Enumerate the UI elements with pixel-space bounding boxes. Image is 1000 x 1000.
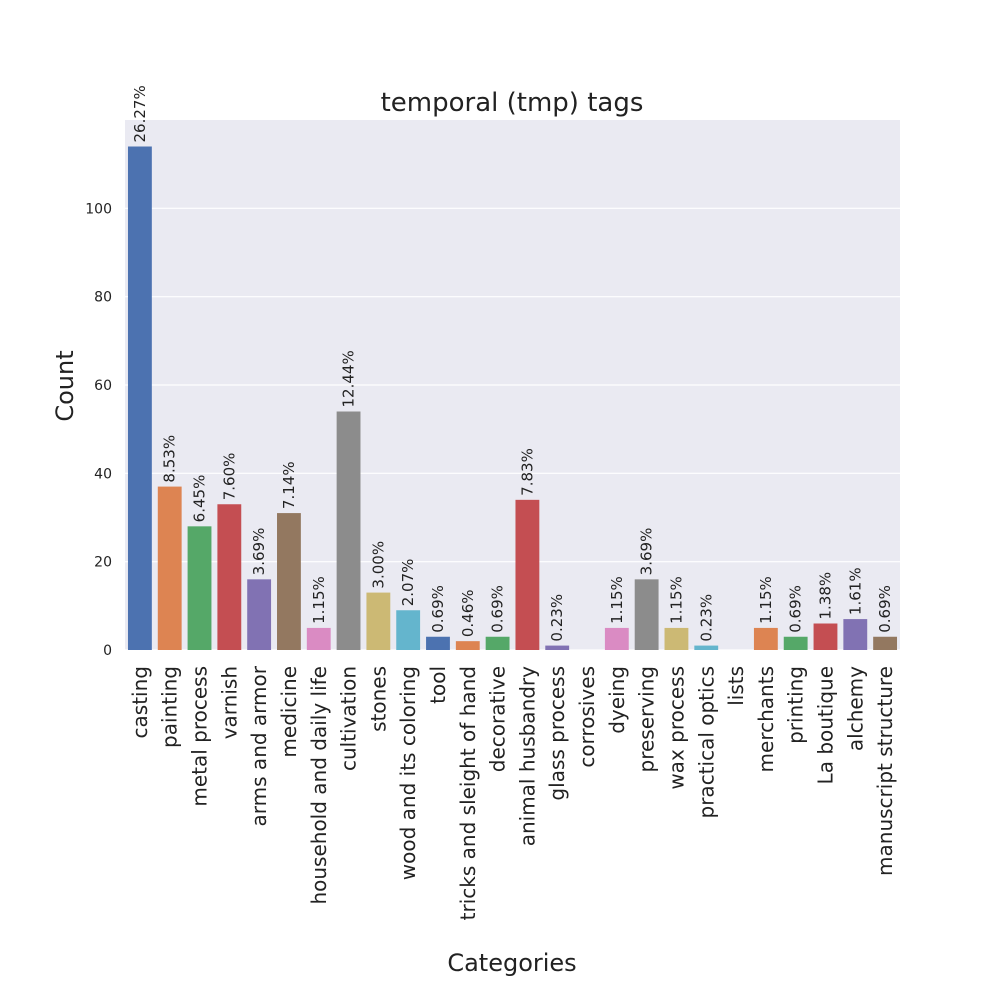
x-tick-label: tricks and sleight of hand (456, 666, 480, 920)
data-label: 1.15% (608, 576, 626, 624)
bar-household-and-daily-life (306, 627, 331, 650)
bar-practical-optics (694, 645, 719, 650)
data-label: 12.44% (340, 350, 358, 407)
x-tick-label: household and daily life (307, 666, 331, 905)
data-label: 6.45% (191, 475, 209, 523)
data-labels: 26.27% 8.53% 6.45% 7.60% 3.69% 7.14% 1.15% 12.4… (131, 85, 894, 641)
bar-tool (426, 636, 450, 650)
y-axis-label: Count (51, 350, 79, 421)
x-tick-label: casting (128, 666, 152, 738)
bar-dyeing (604, 627, 629, 650)
x-tick-label: medicine (277, 666, 301, 758)
x-tick-label: preserving (635, 666, 659, 773)
x-tick-label: manuscript structure (873, 666, 897, 876)
bar-cultivation (336, 411, 361, 650)
x-tick-label: corrosives (575, 666, 599, 768)
data-label: 3.00% (369, 541, 387, 589)
data-label: 1.15% (757, 576, 775, 624)
x-tick-label: alchemy (843, 666, 867, 751)
data-label: 0.69% (489, 585, 507, 633)
y-tick-label: 0 (103, 643, 112, 659)
y-tick-label: 100 (85, 201, 112, 217)
bar-wood-and-its-coloring (396, 610, 421, 650)
x-tick-labels: casting painting metal process varnish arms … (128, 665, 897, 920)
bar-preserving (634, 579, 659, 650)
data-label: 7.60% (220, 453, 238, 501)
x-axis-label: Categories (447, 949, 576, 977)
data-label: 0.23% (548, 594, 566, 642)
data-label: 3.69% (638, 528, 656, 576)
bar-wax-process (664, 627, 689, 650)
data-label: 1.15% (667, 576, 685, 624)
bar-medicine (277, 513, 301, 650)
x-tick-label: practical optics (694, 666, 718, 818)
x-tick-label: metal process (188, 666, 212, 807)
x-tick-label: arms and armor (247, 665, 271, 826)
bar-glass-process (545, 645, 570, 650)
data-label: 0.69% (787, 585, 805, 633)
data-label: 2.07% (399, 559, 417, 607)
x-tick-label: painting (158, 666, 182, 748)
x-tick-label: decorative (486, 666, 510, 772)
x-tick-label: animal husbandry (515, 666, 539, 846)
x-tick-label: merchants (754, 666, 778, 772)
x-tick-label: varnish (217, 666, 241, 739)
bar-manuscript-structure (873, 636, 898, 650)
bar-casting (127, 146, 152, 650)
data-label: 0.69% (429, 585, 447, 633)
bar-animal-husbandry (515, 499, 540, 650)
bar-printing (783, 636, 808, 650)
y-tick-label: 60 (94, 378, 112, 394)
data-label: 1.38% (816, 572, 834, 620)
y-tick-label: 20 (94, 555, 112, 571)
bar-arms-and-armor (247, 579, 272, 650)
data-label: 1.61% (846, 567, 864, 615)
x-tick-label: glass process (545, 666, 569, 801)
bar-merchants (753, 627, 778, 650)
bars (127, 146, 898, 650)
bar-la-boutique (813, 623, 838, 650)
x-tick-label: wood and its coloring (396, 666, 420, 880)
bar-alchemy (843, 619, 868, 650)
data-label: 1.15% (310, 576, 328, 624)
x-tick-label: printing (784, 666, 808, 744)
data-label: 7.14% (280, 461, 298, 509)
bar-metal-process (187, 526, 212, 650)
x-tick-label: dyeing (605, 666, 629, 734)
bar-decorative (485, 636, 510, 650)
data-label: 0.46% (459, 590, 477, 638)
data-label: 3.69% (250, 528, 268, 576)
bar-varnish (217, 504, 242, 650)
x-tick-label: stones (366, 666, 390, 732)
y-tick-labels: 0 20 40 60 80 100 (85, 201, 112, 659)
y-tick-label: 80 (94, 290, 112, 306)
x-tick-label: tool (426, 666, 450, 704)
bar-stones (366, 592, 391, 650)
bar-painting (157, 486, 182, 650)
data-label: 8.53% (161, 435, 179, 483)
y-tick-label: 40 (94, 466, 112, 482)
data-label: 0.69% (876, 585, 894, 633)
chart-title: temporal (tmp) tags (381, 88, 644, 118)
data-label: 7.83% (518, 448, 536, 496)
x-tick-label: cultivation (337, 666, 361, 771)
data-label: 26.27% (131, 85, 149, 142)
data-label: 0.23% (697, 594, 715, 642)
x-tick-label: lists (724, 666, 748, 706)
x-tick-label: La boutique (813, 666, 837, 784)
bar-tricks-and-sleight-of-hand (455, 641, 480, 650)
x-tick-label: wax process (664, 666, 688, 790)
